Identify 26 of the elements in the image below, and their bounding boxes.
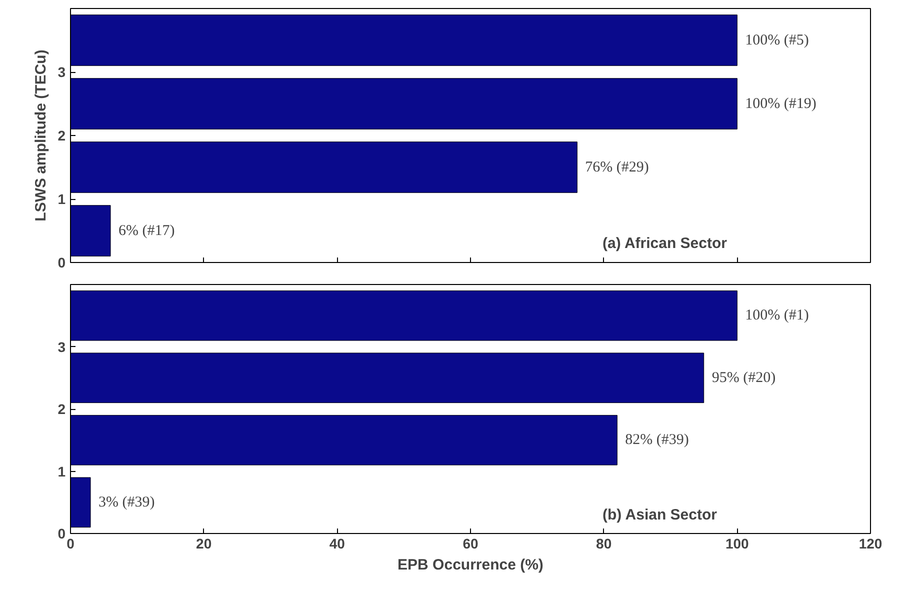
x-axis-title: EPB Occurrence (%) — [398, 556, 544, 574]
annotation: (a) African Sector — [602, 234, 728, 252]
y-tick-label: 0 — [58, 526, 66, 542]
data-label: 95% (#20) — [712, 370, 776, 386]
data-label: 76% (#29) — [585, 159, 649, 176]
x-tick-label: 60 — [462, 536, 478, 552]
data-label: 6% (#17) — [118, 222, 175, 239]
y-tick-label: 1 — [58, 191, 66, 207]
data-label: 3% (#39) — [98, 494, 155, 510]
y-tick-label: 1 — [58, 463, 66, 480]
x-tick-label: 120 — [858, 536, 882, 552]
data-label: 82% (#39) — [625, 432, 689, 448]
x-tick-label: 40 — [329, 536, 346, 552]
data-label: 100% (#19) — [745, 96, 816, 112]
y-tick-label: 2 — [58, 401, 66, 417]
y-tick-label: 2 — [58, 128, 66, 144]
y-tick-label: 3 — [58, 338, 66, 355]
data-label: 100% (#5) — [745, 32, 809, 48]
annotation: (b) Asian Sector — [602, 506, 718, 524]
x-tick-label: 80 — [596, 536, 612, 552]
x-tick-label: 20 — [196, 536, 212, 552]
y-tick-label: 3 — [58, 64, 66, 80]
x-tick-label: 100 — [725, 536, 750, 552]
y-tick-label: 0 — [58, 254, 66, 270]
y-axis-title: LSWS amplitude (TECu) — [32, 50, 50, 222]
data-label: 100% (#1) — [745, 308, 809, 324]
